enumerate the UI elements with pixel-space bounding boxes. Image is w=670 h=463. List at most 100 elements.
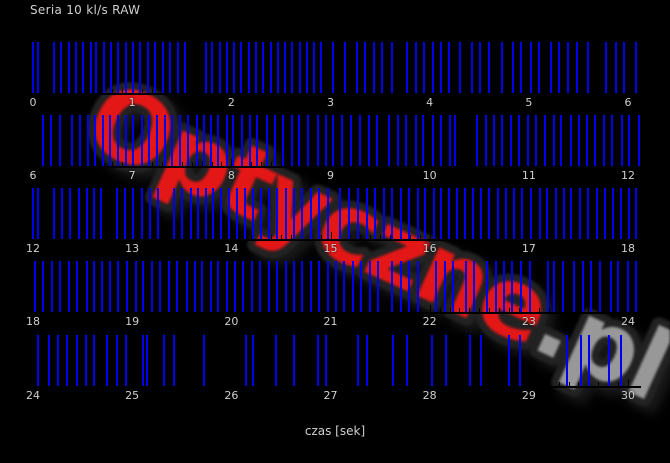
frame-capture-line bbox=[89, 42, 92, 93]
minor-tick bbox=[42, 382, 44, 386]
frame-capture-line bbox=[476, 115, 479, 166]
frame-capture-line bbox=[149, 188, 152, 239]
minor-tick bbox=[340, 162, 342, 166]
minor-tick bbox=[152, 235, 153, 239]
minor-tick bbox=[122, 382, 124, 386]
frame-capture-line bbox=[124, 188, 127, 239]
frame-capture-line bbox=[204, 42, 207, 93]
axis-tick-label: 15 bbox=[323, 242, 338, 255]
minor-tick bbox=[340, 308, 342, 312]
minor-tick bbox=[419, 382, 421, 386]
minor-tick bbox=[598, 308, 600, 312]
minor-tick bbox=[112, 382, 114, 386]
major-tick bbox=[429, 159, 431, 166]
frame-capture-line bbox=[36, 335, 39, 386]
frame-capture-line bbox=[596, 188, 599, 239]
frame-capture-line bbox=[454, 115, 457, 166]
frame-capture-line bbox=[545, 188, 548, 239]
frame-capture-line bbox=[368, 115, 371, 166]
frame-capture-line bbox=[212, 188, 215, 239]
minor-tick bbox=[509, 89, 511, 93]
frame-capture-line bbox=[176, 42, 179, 93]
frame-capture-line bbox=[570, 188, 573, 239]
frame-capture-line bbox=[543, 115, 546, 166]
major-tick bbox=[528, 86, 530, 93]
frame-capture-line bbox=[85, 188, 88, 239]
minor-tick bbox=[221, 162, 223, 166]
minor-tick bbox=[152, 162, 153, 166]
minor-tick bbox=[201, 235, 203, 239]
frame-capture-line bbox=[125, 335, 128, 386]
major-tick bbox=[231, 379, 233, 386]
axis-tick-label: 1 bbox=[128, 96, 136, 109]
minor-tick bbox=[320, 162, 322, 166]
frame-capture-line bbox=[471, 42, 474, 93]
frame-capture-line bbox=[434, 261, 437, 312]
frame-capture-line bbox=[359, 115, 362, 166]
axis-tick-label: 30 bbox=[621, 389, 636, 402]
minor-tick bbox=[52, 382, 54, 386]
frame-capture-line bbox=[256, 115, 259, 166]
frame-capture-line bbox=[501, 42, 504, 93]
frame-capture-line bbox=[101, 261, 104, 312]
minor-tick bbox=[122, 235, 124, 239]
minor-tick bbox=[548, 235, 550, 239]
frame-capture-line bbox=[252, 188, 255, 239]
frame-capture-line bbox=[324, 335, 327, 386]
minor-tick bbox=[409, 162, 411, 166]
frame-capture-line bbox=[116, 188, 119, 239]
minor-tick bbox=[290, 235, 292, 239]
frame-capture-line bbox=[573, 261, 576, 312]
frame-capture-line bbox=[414, 115, 417, 166]
frame-capture-line bbox=[447, 42, 450, 93]
frame-capture-line bbox=[518, 335, 521, 386]
frame-capture-line bbox=[452, 261, 455, 312]
frame-capture-line bbox=[439, 115, 442, 166]
frame-capture-line bbox=[352, 261, 355, 312]
minor-tick bbox=[390, 162, 391, 166]
minor-tick bbox=[72, 308, 74, 312]
frame-capture-line bbox=[49, 115, 52, 166]
frame-capture-line bbox=[405, 335, 408, 386]
frame-capture-line bbox=[276, 42, 279, 93]
frame-capture-line bbox=[324, 115, 327, 166]
frame-capture-line bbox=[364, 42, 367, 93]
minor-tick bbox=[62, 308, 64, 312]
frame-capture-line bbox=[226, 42, 229, 93]
frame-capture-line bbox=[260, 188, 263, 239]
frame-capture-line bbox=[432, 188, 435, 239]
minor-tick bbox=[221, 382, 223, 386]
axis-tick-label: 4 bbox=[426, 96, 434, 109]
frame-capture-line bbox=[520, 188, 523, 239]
minor-tick bbox=[122, 162, 124, 166]
frame-capture-line bbox=[226, 115, 229, 166]
frame-capture-line bbox=[473, 261, 476, 312]
frame-capture-line bbox=[566, 42, 569, 93]
frame-capture-line bbox=[93, 335, 96, 386]
frame-capture-line bbox=[75, 261, 78, 312]
minor-tick bbox=[568, 235, 570, 239]
minor-tick bbox=[161, 235, 163, 239]
frame-capture-line bbox=[316, 115, 319, 166]
frame-capture-line bbox=[615, 42, 618, 93]
minor-tick bbox=[390, 308, 391, 312]
frame-capture-line bbox=[416, 188, 419, 239]
minor-tick bbox=[518, 308, 520, 312]
frame-capture-line bbox=[84, 335, 87, 386]
frame-capture-line bbox=[505, 188, 508, 239]
frame-capture-line bbox=[497, 188, 500, 239]
frame-capture-line bbox=[374, 188, 377, 239]
minor-tick bbox=[489, 162, 491, 166]
frame-capture-line bbox=[538, 188, 541, 239]
minor-tick bbox=[360, 89, 362, 93]
minor-tick bbox=[261, 162, 263, 166]
frame-capture-line bbox=[423, 188, 426, 239]
frame-capture-line bbox=[274, 335, 277, 386]
minor-tick bbox=[449, 235, 451, 239]
minor-tick bbox=[102, 235, 104, 239]
minor-tick bbox=[171, 89, 173, 93]
frame-capture-line bbox=[116, 335, 119, 386]
axis-tick-label: 12 bbox=[26, 242, 40, 255]
minor-tick bbox=[578, 89, 580, 93]
